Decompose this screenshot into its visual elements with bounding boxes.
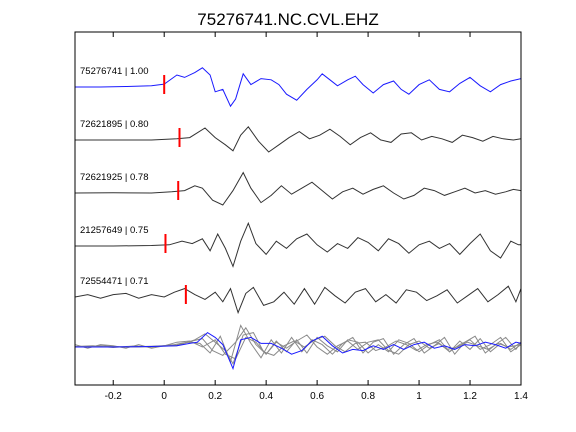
stack-reference-trace [75,331,522,371]
trace-label-1: 75276741 | 1.00 [80,66,149,77]
x-tick-label: 0.4 [259,391,273,402]
x-tick-label: 1 [416,391,422,402]
trace-label-5: 72554471 | 0.71 [80,276,149,287]
stack-trace-2 [74,326,522,357]
trace-line-3 [74,171,522,206]
x-axis: -0.2 0 0.2 0.4 0.6 0.8 1 1.2 1.4 [105,32,528,402]
trace-line-1 [75,67,522,108]
x-tick-label: -0.2 [105,391,123,402]
plot-area: 75276741 | 1.00 72621895 | 0.80 72621925 |… [74,66,522,371]
x-tick-label: 0 [161,391,167,402]
trace-label-4: 21257649 | 0.75 [80,225,149,236]
trace-label-2: 72621895 | 0.80 [80,119,149,130]
axes-frame [74,31,522,386]
trace-label-3: 72621925 | 0.78 [80,172,149,183]
chart-title: 75276741.NC.CVL.EHZ [197,10,378,29]
x-tick-label: 0.8 [361,391,375,402]
x-tick-label: 0.2 [208,391,222,402]
trace-line-2 [75,126,522,153]
stack-trace-1 [75,332,522,365]
trace-line-5 [74,285,522,315]
x-tick-label: 0.6 [310,391,324,402]
x-tick-label: 1.4 [514,391,528,402]
x-tick-label: 1.2 [463,391,477,402]
trace-line-4 [75,221,521,268]
